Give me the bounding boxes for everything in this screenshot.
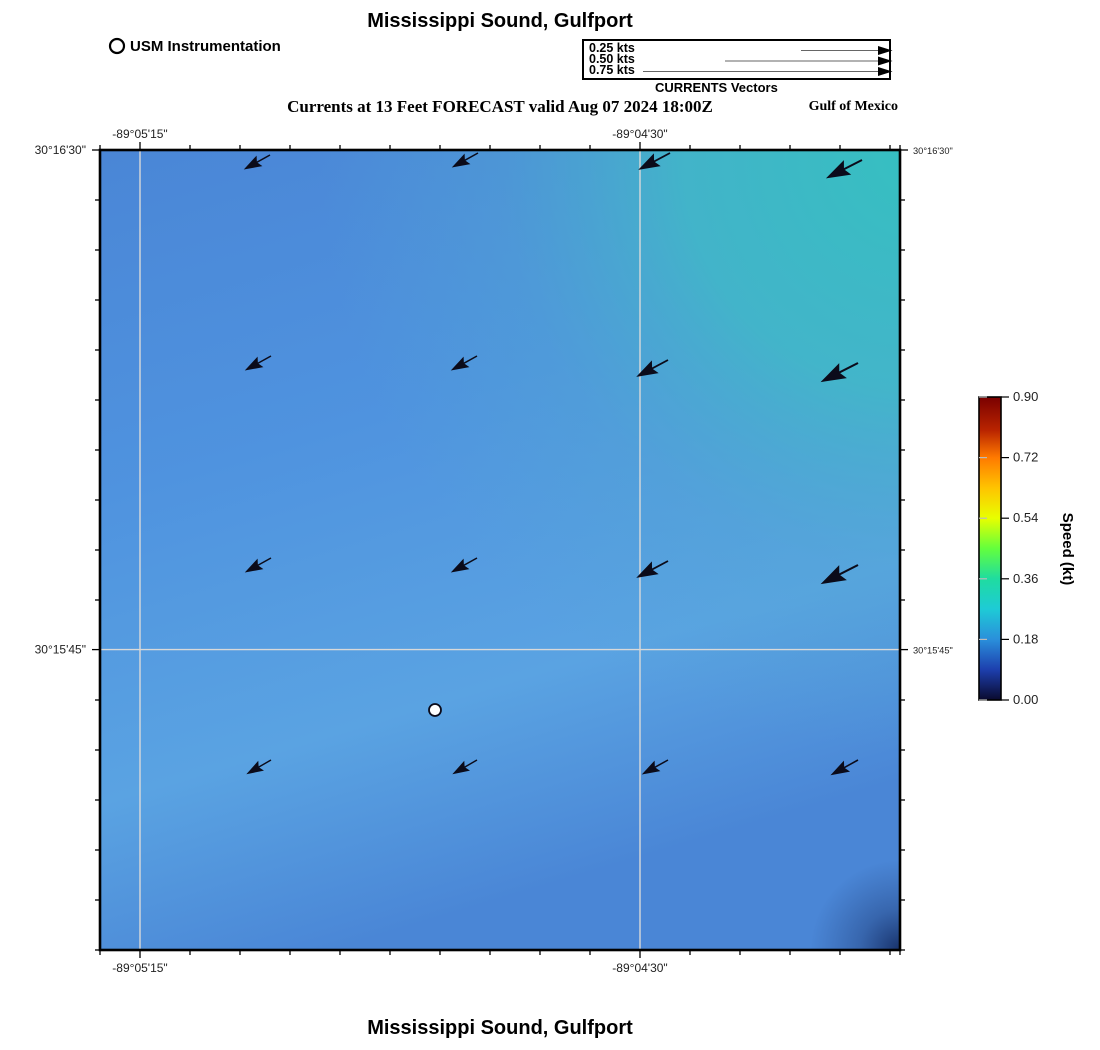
svg-text:-89°04'30": -89°04'30" [612,961,667,975]
svg-text:Mississippi Sound, Gulfport: Mississippi Sound, Gulfport [367,1017,633,1039]
svg-text:0.54: 0.54 [1013,510,1038,525]
svg-text:0.00: 0.00 [1013,692,1038,707]
svg-text:Gulf of Mexico: Gulf of Mexico [809,99,898,114]
svg-text:30°16'30": 30°16'30" [913,146,953,156]
svg-text:Mississippi Sound, Gulfport: Mississippi Sound, Gulfport [367,10,633,32]
svg-text:0.72: 0.72 [1013,450,1038,465]
svg-text:0.18: 0.18 [1013,631,1038,646]
svg-text:0.36: 0.36 [1013,571,1038,586]
svg-text:0.90: 0.90 [1013,389,1038,404]
svg-text:-89°05'15": -89°05'15" [112,961,167,975]
svg-text:0.75 kts: 0.75 kts [589,63,635,77]
svg-text:CURRENTS Vectors: CURRENTS Vectors [655,80,778,95]
svg-text:USM Instrumentation: USM Instrumentation [130,38,281,55]
svg-text:-89°05'15": -89°05'15" [112,127,167,141]
svg-text:-89°04'30": -89°04'30" [612,127,667,141]
svg-text:30°15'45": 30°15'45" [35,643,86,657]
svg-text:30°15'45": 30°15'45" [913,646,953,656]
svg-text:Speed (kt): Speed (kt) [1059,513,1076,586]
svg-text:30°16'30": 30°16'30" [35,143,86,157]
svg-text:Currents at 13 Feet FORECAST v: Currents at 13 Feet FORECAST valid Aug 0… [287,97,713,116]
